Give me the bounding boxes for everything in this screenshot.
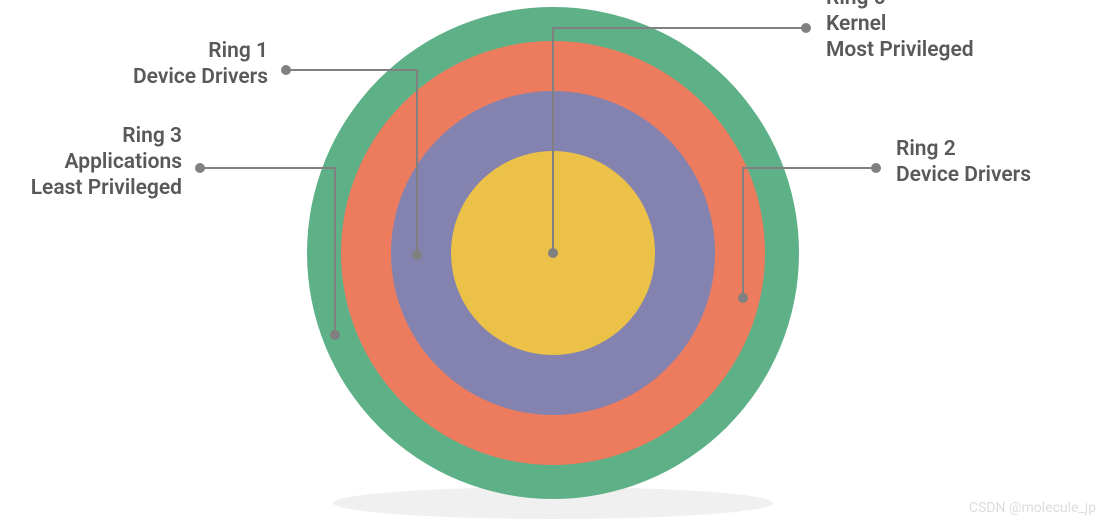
label-ring3-line3: Least Privileged <box>31 176 182 200</box>
label-ring3: Ring 3ApplicationsLeast Privileged <box>31 124 182 200</box>
leader-dot-ring3 <box>330 330 340 340</box>
watermark: CSDN @molecule_jp <box>969 500 1096 516</box>
label-ring2: Ring 2Device Drivers <box>896 137 1031 187</box>
label-ring2-line1: Ring 2 <box>896 137 956 161</box>
leader-enddot-ring2 <box>871 163 881 173</box>
leader-dot-ring1 <box>412 250 422 260</box>
label-ring0: Ring 0 KernelMost Privileged <box>826 0 974 62</box>
label-ring1-line2: Device Drivers <box>133 65 268 89</box>
label-ring3-line1: Ring 3 <box>122 124 182 148</box>
leader-dot-ring0 <box>548 248 558 258</box>
label-ring0-line1: Ring 0 <box>826 0 886 10</box>
label-ring2-line2: Device Drivers <box>896 163 1031 187</box>
leader-enddot-ring3 <box>195 163 205 173</box>
leader-dot-ring2 <box>738 293 748 303</box>
label-ring1-line1: Ring 1 <box>208 39 268 63</box>
label-ring0-line2: Kernel <box>826 12 886 36</box>
label-ring0-line3: Most Privileged <box>826 38 974 62</box>
leader-enddot-ring0 <box>801 23 811 33</box>
ring-diagram: Ring 0KernelMost PrivilegedRing 1Device … <box>0 0 1106 522</box>
leader-enddot-ring1 <box>281 65 291 75</box>
label-ring1: Ring 1Device Drivers <box>133 39 268 89</box>
label-ring3-line2: Applications <box>65 150 182 174</box>
